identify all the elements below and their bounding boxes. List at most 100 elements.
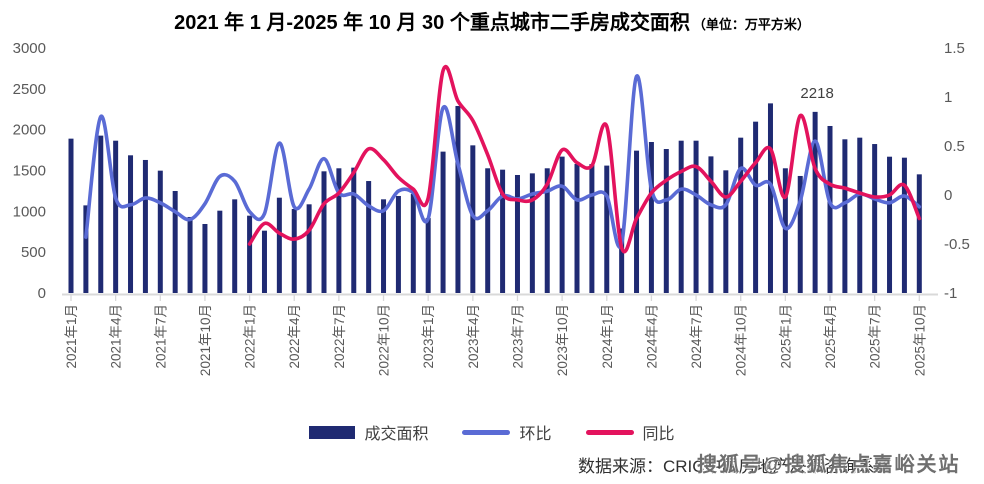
volume-bar xyxy=(857,137,863,293)
volume-bar xyxy=(663,149,669,293)
x-axis-tick-label: 2021年10月 xyxy=(198,304,213,376)
volume-bar xyxy=(68,138,74,293)
volume-bar xyxy=(916,174,922,293)
volume-bar xyxy=(83,205,89,293)
y-axis-right-tick-label: 0 xyxy=(944,187,952,204)
x-axis-tick-label: 2023年4月 xyxy=(466,304,481,369)
volume-bar xyxy=(351,167,357,293)
volume-bar xyxy=(306,204,312,293)
volume-bar xyxy=(381,199,387,293)
volume-bar xyxy=(782,168,788,293)
x-axis-tick-label: 2022年4月 xyxy=(287,304,302,369)
line-swatch-icon xyxy=(462,429,511,435)
yoy-ratio-line xyxy=(247,65,922,254)
legend-label-yoy: 同比 xyxy=(642,426,675,443)
volume-bar xyxy=(812,111,818,293)
chart-title: 2021 年 1 月-2025 年 10 月 30 个重点城市二手房成交面积 （单… xyxy=(0,6,984,35)
volume-bar xyxy=(142,159,148,293)
volume-bar xyxy=(723,170,729,293)
x-axis-tick-label: 2022年1月 xyxy=(243,304,258,369)
y-axis-left-tick-label: 1000 xyxy=(13,203,46,220)
volume-bar xyxy=(544,168,550,293)
data-source-text: 数据来源：CRIC中国房地产决策咨询系统 xyxy=(578,457,892,476)
volume-bar xyxy=(887,156,893,293)
legend-label-volume: 成交面积 xyxy=(364,426,429,443)
volume-bar xyxy=(366,181,372,293)
volume-bar xyxy=(500,169,506,293)
volume-bar xyxy=(693,140,699,293)
x-axis-tick-label: 2021年4月 xyxy=(109,304,124,369)
x-axis-tick-label: 2025年1月 xyxy=(778,304,793,369)
volume-bar xyxy=(455,105,461,293)
watermark-text: 搜狐号@搜狐焦点嘉峪关站 xyxy=(697,454,961,476)
legend-item-yoy: 同比 xyxy=(585,420,675,444)
volume-bar xyxy=(395,195,401,293)
volume-bar xyxy=(202,223,208,293)
volume-bar xyxy=(678,140,684,293)
legend-item-mom: 环比 xyxy=(462,420,552,444)
volume-bar xyxy=(514,174,520,293)
volume-bar xyxy=(470,145,476,293)
combo-chart: 3000 2500 2000 1500 1000 500 0 1.5 1 0.5 0 -0.5 -1 20… xyxy=(13,40,970,376)
volume-bar xyxy=(842,139,848,293)
y-axis-right-tick-label: 1 xyxy=(944,89,952,106)
volume-bar xyxy=(529,173,535,293)
x-axis-tick-label: 2025年10月 xyxy=(912,304,927,376)
y-axis-left-tick-label: 2500 xyxy=(13,81,46,98)
volume-bar xyxy=(172,190,178,293)
x-axis-tick-label: 2023年7月 xyxy=(510,304,525,369)
x-axis-tick-label: 2024年7月 xyxy=(689,304,704,369)
y-axis-right-tick-label: -1 xyxy=(944,285,957,302)
volume-bar xyxy=(247,215,253,293)
y-axis-left-tick-label: 500 xyxy=(21,244,46,261)
volume-bar xyxy=(648,141,654,293)
x-axis-tick-label: 2023年1月 xyxy=(421,304,436,369)
volume-bar xyxy=(485,168,491,293)
y-axis-right-tick-label: 0.5 xyxy=(944,138,965,155)
volume-bar xyxy=(797,175,803,293)
volume-bar xyxy=(98,135,104,293)
volume-bar xyxy=(767,103,773,294)
y-axis-left-tick-label: 1500 xyxy=(13,163,46,180)
x-axis-tick-label: 2022年7月 xyxy=(332,304,347,369)
volume-bar xyxy=(232,199,238,293)
x-axis-tick-label: 2025年7月 xyxy=(868,304,883,369)
volume-bar xyxy=(261,230,267,293)
y-axis-left-tick-label: 3000 xyxy=(13,40,46,57)
bar-swatch-icon xyxy=(309,425,356,439)
x-axis-tick-label: 2022年10月 xyxy=(377,304,392,376)
volume-bar xyxy=(276,197,282,293)
y-axis-right-tick-label: -0.5 xyxy=(944,236,970,253)
volume-bar xyxy=(589,164,595,293)
chart-title-unit: （单位：万平方米） xyxy=(692,17,810,32)
x-axis-tick-label: 2024年4月 xyxy=(644,304,659,369)
volume-bar xyxy=(113,140,119,293)
volume-bar xyxy=(708,156,714,293)
volume-bar xyxy=(291,208,297,293)
line-swatch-icon xyxy=(585,429,634,435)
x-axis-tick-label: 2024年10月 xyxy=(734,304,749,376)
volume-bar xyxy=(559,156,565,293)
x-axis-tick-label: 2024年1月 xyxy=(600,304,615,369)
volume-bar xyxy=(157,170,163,293)
legend-label-mom: 环比 xyxy=(519,426,552,443)
volume-bar xyxy=(440,151,446,293)
volume-bar xyxy=(738,137,744,293)
y-axis-left-tick-label: 0 xyxy=(38,285,46,302)
chart-footer: 数据来源：CRIC中国房地产决策咨询系统 搜狐号@搜狐焦点嘉峪关站 xyxy=(0,448,984,484)
volume-bar xyxy=(753,121,759,293)
volume-bar xyxy=(872,144,878,293)
y-axis-right-tick-label: 1.5 xyxy=(944,40,965,57)
volume-bar xyxy=(217,210,223,293)
chart-title-text: 2021 年 1 月-2025 年 10 月 30 个重点城市二手房成交面积 xyxy=(174,12,690,34)
volume-bar xyxy=(321,171,327,293)
chart-legend: 成交面积 环比 同比 xyxy=(0,420,984,444)
x-axis-tick-label: 2021年7月 xyxy=(153,304,168,369)
volume-bar xyxy=(574,163,580,293)
volume-bar xyxy=(425,218,431,293)
x-axis-tick-label: 2025年4月 xyxy=(823,304,838,369)
volume-bar xyxy=(619,228,625,293)
volume-bar xyxy=(410,194,416,293)
legend-item-volume: 成交面积 xyxy=(309,420,428,444)
